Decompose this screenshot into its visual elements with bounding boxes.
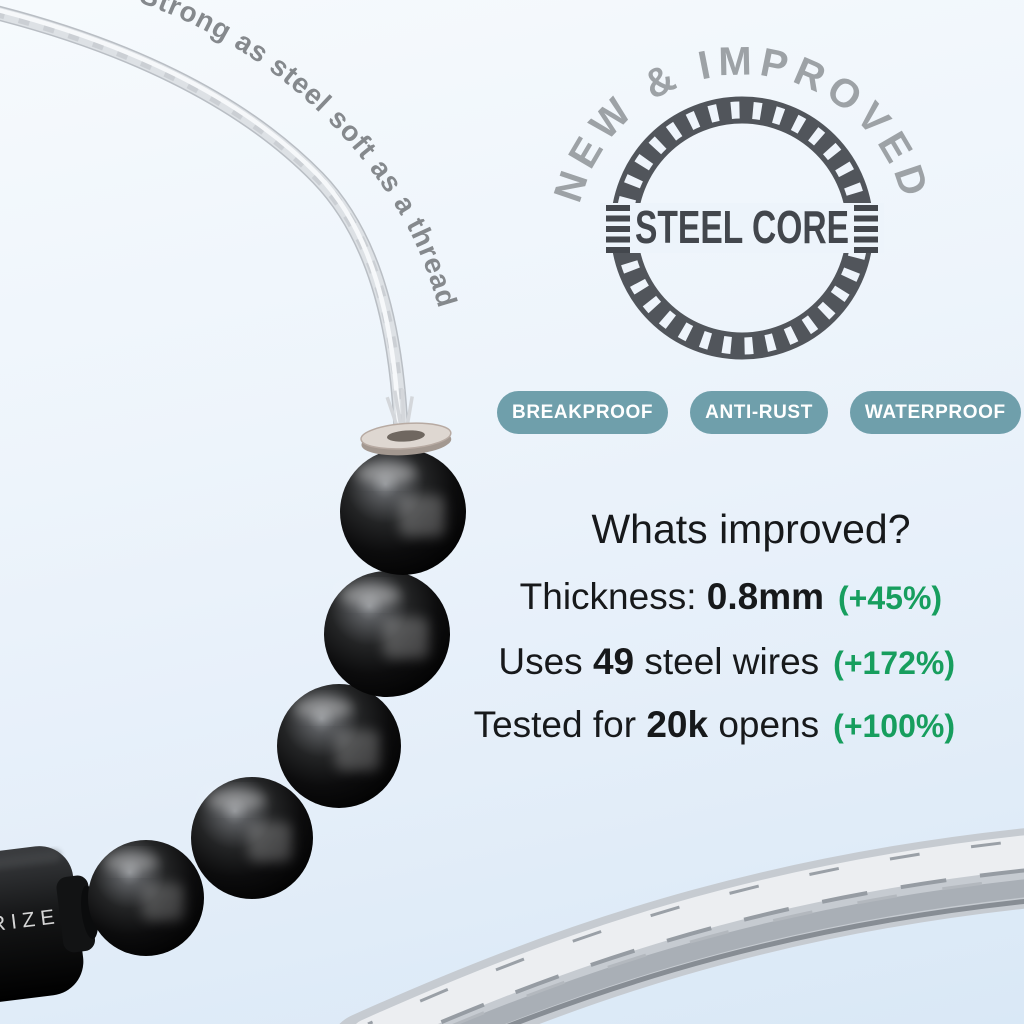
improvement-row-thickness: Thickness: 0.8mm (+45%) [430,576,955,618]
bead [191,777,313,899]
bead [88,840,204,956]
feature-pill-row: BREAKPROOF ANTI-RUST WATERPROOF [497,391,1021,434]
pill-anti-rust: ANTI-RUST [690,391,828,434]
spec-text: Thickness: 0.8mm [519,576,824,617]
bead [324,571,450,697]
steel-wire-thin [0,5,409,431]
badge-band-stripes-left [606,205,630,253]
improvement-row-opens: Tested for 20k opens (+100%) [430,704,955,746]
bead-strand [88,449,466,956]
badge-band [600,203,884,253]
steel-core-label: STEEL CORE [635,201,849,253]
improvement-delta: (+45%) [838,580,943,616]
wire-washer [360,389,452,456]
improvement-delta: (+172%) [833,645,955,681]
bracelet-clasp: RIZE [0,846,99,1006]
spec-text: Tested for 20k opens [473,704,820,745]
improvement-delta: (+100%) [833,708,955,744]
steel-core-badge: STEEL CORE [600,96,884,360]
improvement-row-wires: Uses 49 steel wires (+172%) [430,641,955,683]
steel-cable-thick [339,828,1024,1024]
pill-breakproof: BREAKPROOF [497,391,669,434]
bead [340,449,466,575]
bead [277,684,401,808]
improvements-title: Whats improved? [591,506,911,552]
pill-waterproof: WATERPROOF [849,391,1021,434]
spec-text: Uses 49 steel wires [498,641,820,682]
badge-band-stripes-right [854,205,878,253]
